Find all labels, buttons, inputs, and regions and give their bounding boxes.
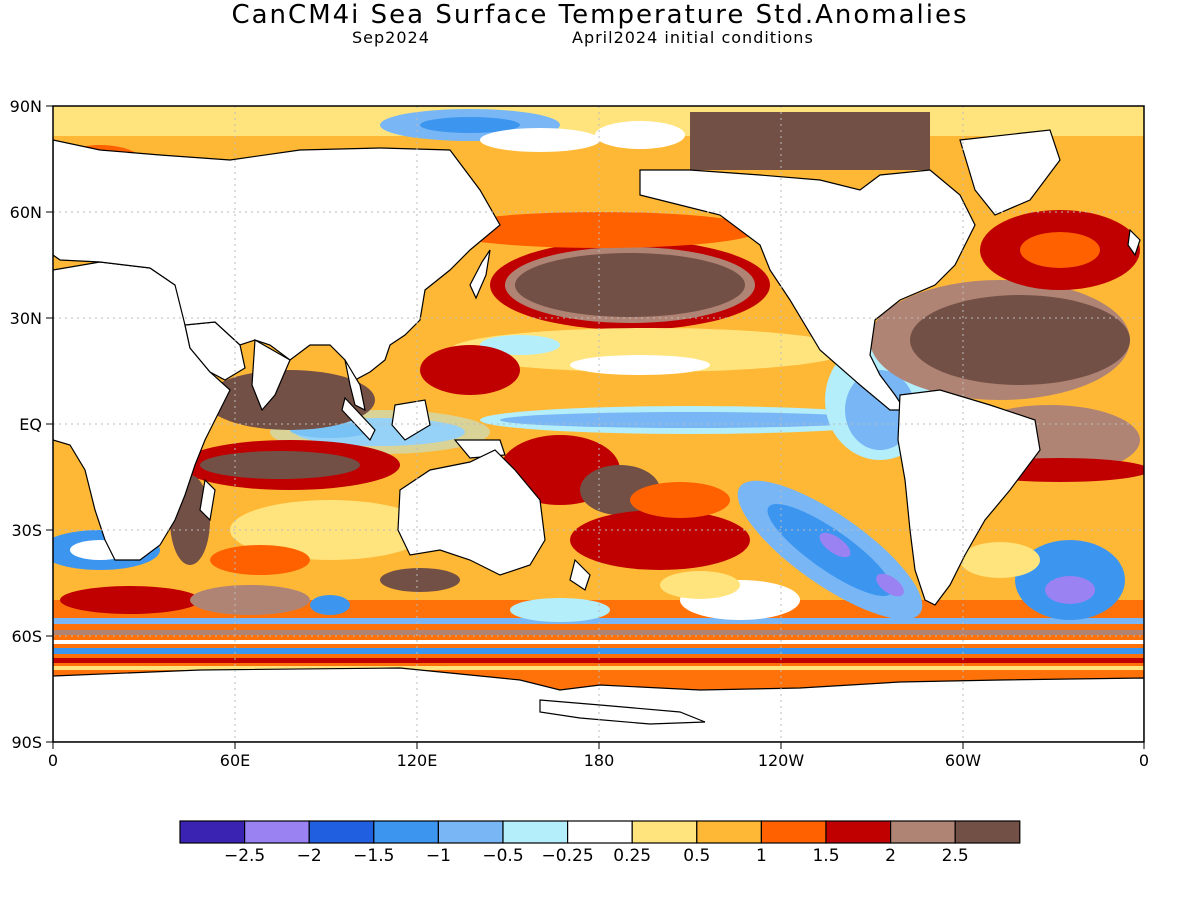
lon-label: 120E [397,751,438,770]
colorbar-label: −0.5 [482,846,524,866]
eurasia [53,139,501,381]
colorbar-swatch [825,820,892,844]
colorbar-swatch [566,820,633,844]
lat-label: 60N [10,203,42,222]
lat-label: 90S [11,733,42,752]
colorbar-label: 0.5 [683,846,711,866]
colorbar-swatch [631,820,698,844]
lat-label: 60S [11,627,42,646]
axis-ticks [46,105,1145,749]
sumatra [341,396,376,442]
lon-label: 60E [220,751,250,770]
south-america [897,389,1041,606]
colorbar-swatch [308,820,375,844]
lat-label: 30S [11,521,42,540]
lat-label: 90N [10,97,42,116]
landmasses [53,129,1144,742]
north-america [639,169,976,411]
indochina [344,359,366,412]
lat-label: 30N [10,309,42,328]
colorbar-label: 1.5 [812,846,840,866]
lon-label: 0 [48,751,58,770]
colorbar-label: 2.5 [941,846,969,866]
colorbar-swatch [760,820,827,844]
lon-label: 0 [1139,751,1149,770]
map-title: CanCM4i Sea Surface Temperature Std.Anom… [231,0,969,30]
valid-month-label: Sep2024 [352,28,430,47]
madagascar [199,478,216,522]
colorbar-swatch [954,820,1021,844]
colorbar-label: −2 [296,846,322,866]
lon-label: 120W [758,751,805,770]
colorbar-swatch [373,820,439,844]
colorbar-swatch [889,820,956,844]
colorbar-label: 0.25 [613,846,652,866]
lat-label: EQ [19,415,42,434]
colorbar [179,820,1021,844]
colorbar-label: −0.25 [541,846,594,866]
colorbar-label: −1.5 [353,846,395,866]
india [251,339,291,412]
new-zealand [569,558,591,591]
colorbar-labels: −2.5 −2 −1.5 −1 −0.5 −0.25 0.25 0.5 1 1.5 2 2.5 [0,846,1200,870]
colorbar-swatch [179,820,246,844]
colorbar-label: 2 [885,846,897,866]
colorbar-label: −1 [425,846,451,866]
lon-label: 180 [584,751,615,770]
colorbar-swatch [244,820,310,844]
antarctic-peninsula [539,699,706,725]
lon-label: 60W [945,751,981,770]
japan [469,249,491,300]
colorbar-label: 1 [755,846,767,866]
initial-conditions-label: April2024 initial conditions [572,28,814,47]
colorbar-swatch [696,820,762,844]
colorbar-label: −2.5 [223,846,266,866]
colorbar-swatch [502,820,569,844]
greenland [959,129,1061,216]
borneo [391,399,431,441]
graticule [53,106,1144,742]
british-isles [1127,228,1141,257]
australia [397,449,546,576]
colorbar-swatch [437,820,504,844]
